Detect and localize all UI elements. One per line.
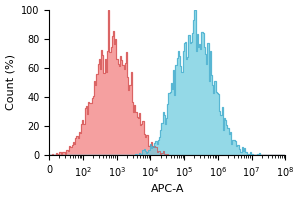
- Polygon shape: [49, 10, 285, 155]
- X-axis label: APC-A: APC-A: [151, 184, 184, 194]
- Y-axis label: Count (%): Count (%): [6, 54, 16, 110]
- Polygon shape: [49, 10, 285, 155]
